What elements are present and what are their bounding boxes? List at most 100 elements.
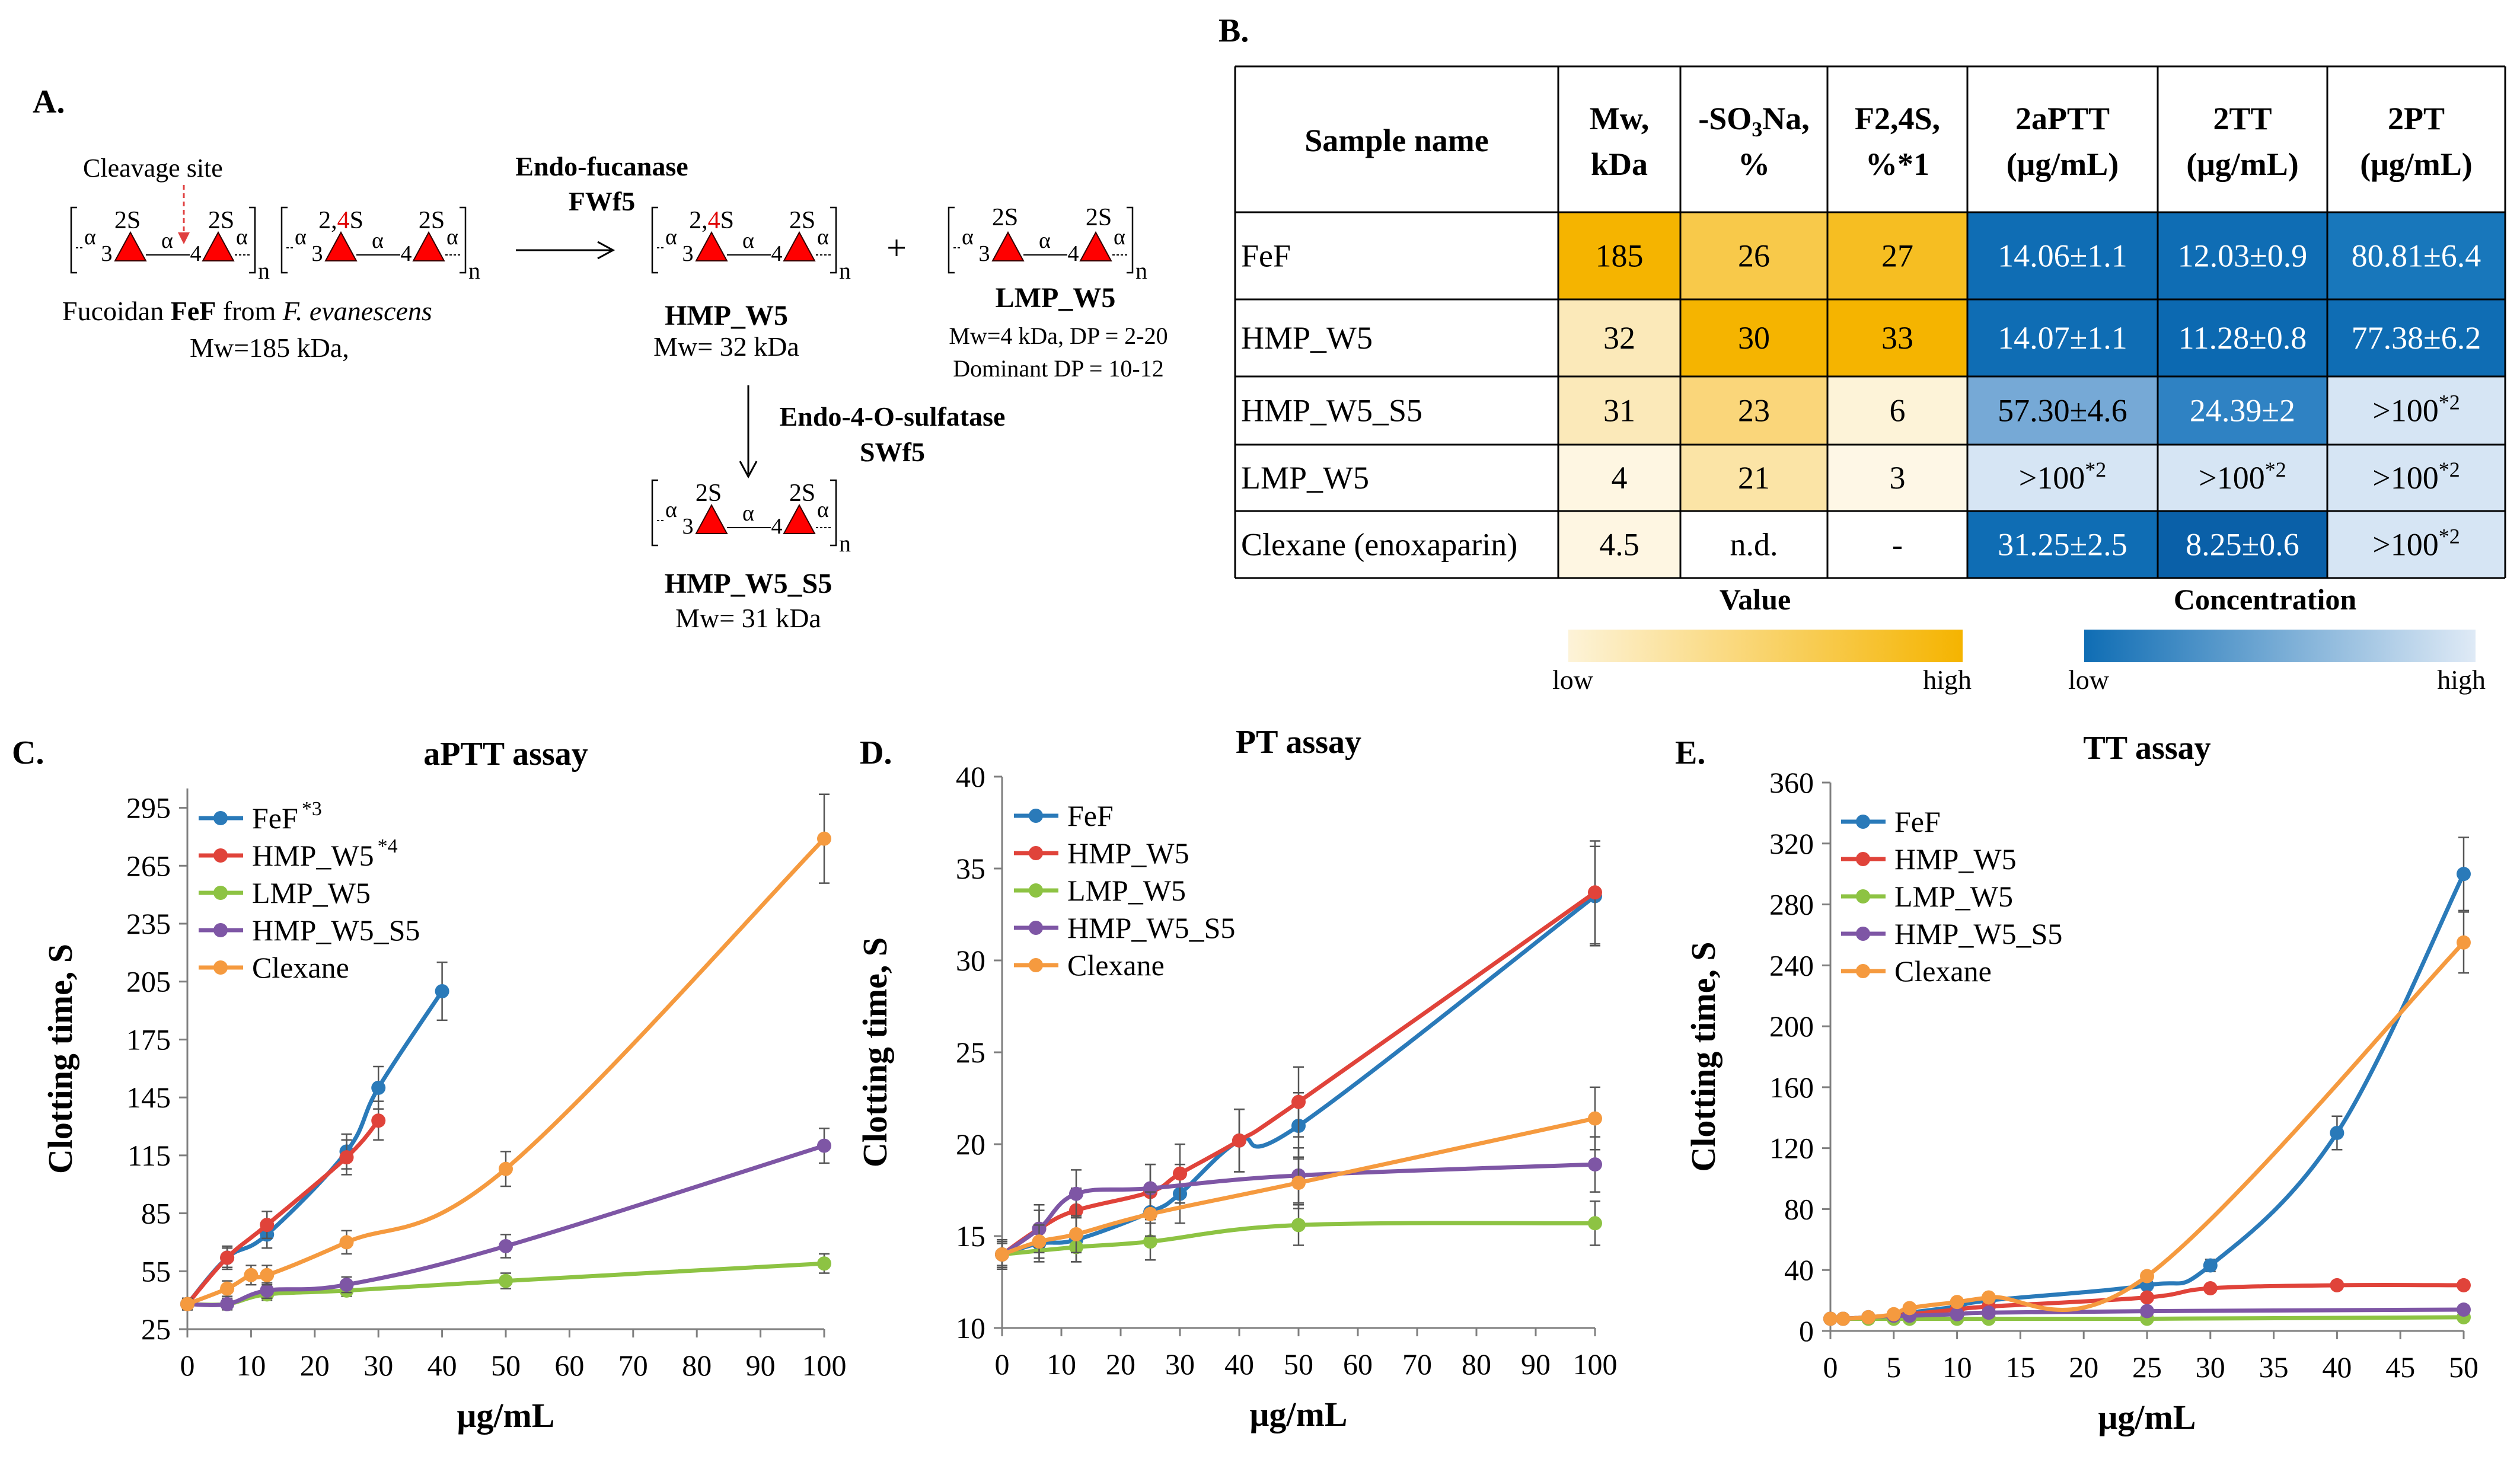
bracket-right — [249, 206, 256, 274]
repeat-n-label: n — [839, 257, 851, 284]
table-cell-fill — [1680, 299, 1827, 376]
legend-marker — [213, 960, 228, 975]
y-tick-label: 80 — [1784, 1192, 1814, 1225]
panel-label-b: B. — [1218, 12, 1249, 49]
table-cell-fill — [1827, 212, 1967, 299]
alpha-label: α — [1039, 228, 1051, 253]
sulfate-2s-label: 2S — [696, 480, 722, 507]
fef-caption: Fucoidan FeF from F. evanescens — [62, 296, 432, 326]
fucose-triangle-icon — [783, 231, 816, 261]
legend-entry: LMP_W5 — [1067, 874, 1186, 907]
table-header-text: Na, — [1762, 101, 1810, 136]
data-point — [2203, 1258, 2218, 1273]
table-cell-tt: 12.03±0.9 — [2178, 238, 2308, 274]
table-cell-mw: 4.5 — [1599, 527, 1639, 563]
sulfate-2s-label: 2S — [114, 207, 141, 234]
table-header-0: Sample name — [1304, 123, 1489, 158]
data-point — [1291, 1094, 1306, 1109]
table-cell-fill — [1558, 299, 1680, 376]
legend-entry-name: HMP_W5_S5 — [1894, 917, 2062, 950]
data-point — [1588, 1157, 1602, 1172]
data-point — [371, 1113, 386, 1128]
legend-marker — [213, 923, 228, 937]
x-tick-label: 40 — [1224, 1348, 1254, 1381]
table-header-text: Sample name — [1304, 123, 1489, 158]
table-cell-fill — [2158, 445, 2327, 511]
x-tick-label: 80 — [682, 1349, 712, 1382]
data-point — [1588, 1111, 1602, 1126]
table-cell-mw: 4 — [1612, 460, 1628, 496]
legend-marker — [1856, 815, 1870, 829]
x-tick-label: 10 — [236, 1349, 266, 1382]
table-header-line2: (μg/mL) — [2007, 146, 2119, 182]
table-cell-fill — [2327, 299, 2505, 376]
series-line — [1830, 941, 2465, 1321]
alpha-label: α — [817, 497, 829, 522]
data-point — [499, 1238, 513, 1253]
table-cell-aptt: 14.07±1.1 — [1998, 320, 2127, 356]
table-cell-value: >100 — [2372, 393, 2438, 429]
legend-entry: HMP_W5_S5 — [1894, 917, 2062, 950]
table-cell-f24s: 3 — [1890, 460, 1906, 496]
x-tick-label: 20 — [2069, 1351, 2098, 1384]
enzyme2-name: Endo-4-O-sulfatase — [780, 401, 1006, 432]
y-axis-label: Clotting time, S — [1684, 941, 1722, 1171]
fef-caption-species: F. evanescens — [282, 296, 432, 326]
aptt-chart: aPTT assay 0 10 20 30 40 50 60 70 80 90 100 25 55 85 11… — [41, 736, 847, 1435]
fucose-triangle-icon — [202, 231, 235, 261]
legend-marker — [213, 848, 228, 863]
data-point — [1588, 1216, 1602, 1231]
data-point — [260, 1283, 275, 1298]
data-point — [1069, 1186, 1083, 1201]
table-cell-tt: >100*2 — [2199, 458, 2286, 496]
data-point — [220, 1297, 235, 1311]
lmp-w5-dp: Dominant DP = 10-12 — [953, 355, 1164, 382]
y-tick-label: 115 — [127, 1139, 171, 1172]
data-point — [260, 1268, 275, 1282]
data-point — [244, 1268, 259, 1282]
legend-marker — [1029, 958, 1043, 972]
fucose-triangle-icon — [114, 231, 147, 261]
data-point — [339, 1278, 354, 1292]
x-tick-label: 60 — [1343, 1348, 1373, 1381]
enzyme1-arrowhead — [597, 241, 615, 260]
repeat-n-label: n — [839, 530, 851, 557]
x-tick-label: 90 — [1521, 1348, 1551, 1381]
legend-conc-high: high — [2437, 665, 2486, 695]
table-header-5: 2TT — [2213, 101, 2272, 136]
legend-entry: LMP_W5 — [252, 876, 371, 909]
position-4-label: 4 — [771, 241, 783, 266]
table-cell-footnote: *2 — [2439, 391, 2460, 414]
legend-entry-name: HMP_W5 — [252, 839, 374, 872]
legend-entry-footnote: *4 — [378, 835, 398, 857]
x-axis-label: μg/mL — [1250, 1395, 1348, 1434]
data-point — [1886, 1307, 1901, 1321]
legend-marker — [1856, 852, 1870, 866]
chart-title: PT assay — [1236, 724, 1361, 761]
table-cell-fill — [2158, 299, 2327, 376]
bracket-right — [830, 206, 837, 274]
table-header-line2: (μg/mL) — [2186, 146, 2299, 182]
chart-title: aPTT assay — [423, 736, 588, 772]
cleavage-site-label: Cleavage site — [83, 154, 223, 183]
table-header-4: 2aPTT — [2015, 101, 2110, 136]
table-cell-pt: 80.81±6.4 — [2352, 238, 2481, 274]
series-hmp-w5 — [180, 1100, 386, 1311]
x-tick-label: 10 — [1942, 1351, 1972, 1384]
data-point — [2330, 1125, 2344, 1140]
table-cell-fill — [1967, 511, 2158, 578]
enzyme2-code: SWf5 — [860, 437, 925, 467]
legend-entry-name: FeF — [1894, 805, 1941, 838]
table-header-text: F2,4S, — [1855, 101, 1940, 136]
bracket-right — [460, 206, 467, 274]
legend-marker — [1856, 927, 1870, 941]
x-tick-label: 0 — [995, 1348, 1010, 1381]
legend-marker — [1029, 846, 1043, 860]
sulfate-2s-label: 2S — [419, 207, 445, 234]
y-tick-label: 15 — [956, 1219, 985, 1253]
table-cell-pt: >100*2 — [2372, 525, 2460, 563]
table-cell-fill — [1680, 212, 1827, 299]
